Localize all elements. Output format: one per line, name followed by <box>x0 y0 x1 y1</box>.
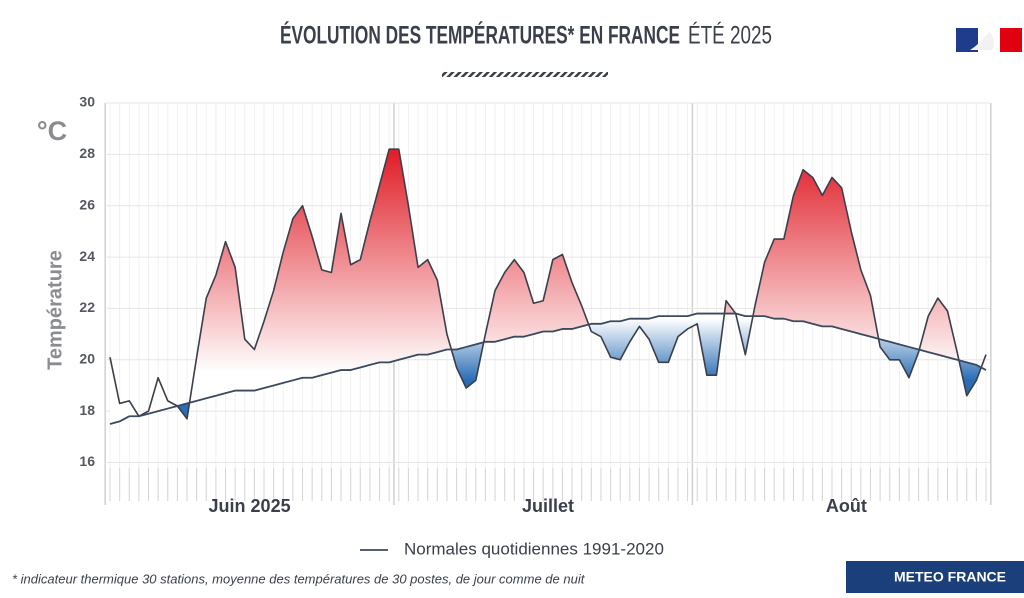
normal-line <box>109 312 987 425</box>
y-tick-label: 28 <box>79 145 95 161</box>
y-tick-label: 16 <box>79 453 95 469</box>
chart-subtitle: ÉTÉ 2025 <box>688 21 772 50</box>
unit-label: °C <box>37 116 67 146</box>
y-tick-label: 26 <box>79 196 95 212</box>
title-underline <box>442 72 608 77</box>
x-tick-label: Août <box>826 496 867 516</box>
footnote: * indicateur thermique 30 stations, moye… <box>12 571 586 586</box>
y-tick-label: 22 <box>79 299 95 315</box>
y-axis-title: Température <box>44 250 66 370</box>
y-tick-label: 18 <box>79 402 95 418</box>
brand-box <box>846 561 1024 593</box>
y-tick-label: 30 <box>79 94 95 110</box>
x-tick-label: Juillet <box>522 496 574 516</box>
y-tick-label: 24 <box>79 248 95 264</box>
legend-label: Normales quotidiennes 1991-2020 <box>404 539 664 558</box>
x-tick-label: Juin 2025 <box>209 496 291 516</box>
brand: METEO FRANCE <box>894 569 1006 585</box>
logo <box>956 28 1022 52</box>
y-tick-label: 20 <box>79 350 95 366</box>
anomaly-above-area <box>110 149 986 424</box>
temperature-line <box>109 148 987 420</box>
chart-title: ÉVOLUTION DES TEMPÉRATURES* EN FRANCE <box>280 21 680 50</box>
